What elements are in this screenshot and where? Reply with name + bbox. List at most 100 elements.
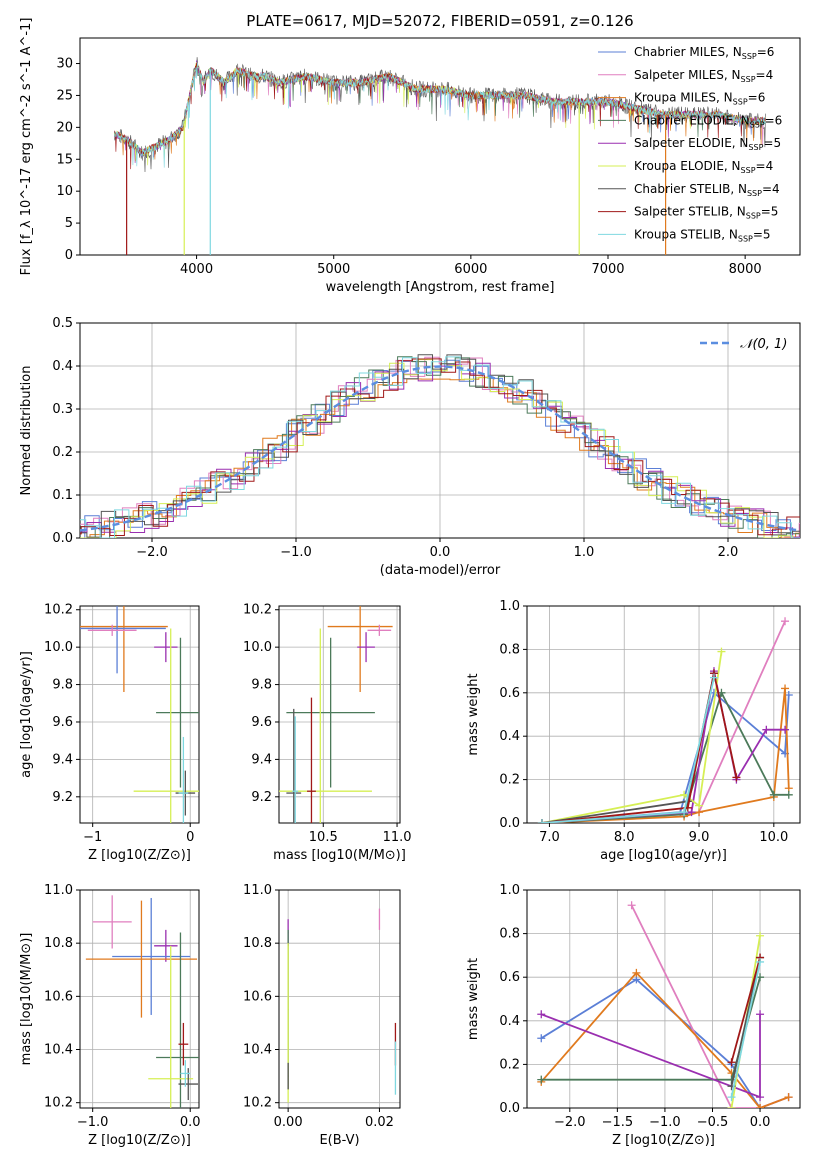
y-tick-label: 0.6: [499, 686, 520, 701]
histogram-series: [80, 354, 800, 538]
legend-entry: Salpeter MILES, NSSP=4: [634, 68, 773, 84]
weight-marker: [784, 1093, 793, 1102]
x-tick-label: −1.0: [77, 1115, 109, 1130]
y-tick-label: 0.0: [499, 816, 520, 831]
y-tick-label: 10.0: [243, 640, 272, 655]
y-axis-label: age [log10(age/yr)]: [19, 651, 34, 778]
mass_weight_vs_Z-axes: −2.0 −1.5 −1.0 −0.5 0.0 0.0 0.2 0.4 0.6 0.8 1.0 Z […: [466, 883, 801, 1148]
weight-marker: [695, 801, 704, 810]
weight-marker: [632, 968, 641, 977]
y-tick-label: 10.4: [243, 1043, 272, 1058]
plot-frame: [79, 889, 200, 1109]
weight-line: [541, 691, 790, 823]
legend-entry: Chabrier ELODIE, NSSP=6: [634, 113, 782, 129]
age_vs_mass-axes: 10.5 11.0 9.2 9.4 9.6 9.8 10.0 10.2 mass [log10(…: [243, 603, 411, 863]
x-tick-label: −1.0: [280, 545, 312, 560]
weight-marker: [756, 957, 765, 966]
weight-marker: [680, 808, 689, 817]
weight-line: [730, 961, 761, 1098]
y-tick-label: 0.4: [52, 359, 73, 374]
weight-marker: [727, 1058, 736, 1067]
residuals-axes: −2.0 −1.0 0.0 1.0 2.0 0.0 0.1 0.2 0.3 0.4 0.5 (data…: [19, 316, 801, 578]
mass_vs_Z-axes: −1.0 0.0 10.2 10.4 10.6 10.8 11.0 Z [log10(Z/Z⊙…: [19, 883, 201, 1148]
weight-marker: [687, 808, 696, 817]
y-axis-label: Normed distribution: [19, 366, 34, 496]
x-tick-label: 0.0: [180, 1115, 201, 1130]
weight-marker: [781, 725, 790, 734]
mass_vs_ebv-axes: 0.00 0.02 10.2 10.4 10.6 10.8 11.0 E(B-V): [243, 883, 401, 1148]
y-tick-label: 0.0: [499, 1101, 520, 1116]
spectrum-series: [114, 63, 766, 168]
weight-line: [541, 651, 723, 823]
x-tick-label: 11.0: [383, 830, 412, 845]
weight-marker: [732, 773, 741, 782]
y-tick-label: 10.8: [44, 936, 73, 951]
x-tick-label: 9.0: [689, 830, 710, 845]
x-axis-label: Z [log10(Z/Z⊙)]: [612, 1133, 715, 1148]
mass_weight_vs_age-series: [537, 617, 793, 823]
y-tick-label: 10.2: [44, 603, 73, 618]
normal-curve: [80, 365, 800, 532]
weight-marker: [680, 790, 689, 799]
weight-marker: [784, 790, 793, 799]
x-axis-label: Z [log10(Z/Z⊙)]: [88, 1133, 191, 1148]
weight-marker: [709, 673, 718, 682]
x-tick-label: 4000: [180, 262, 213, 277]
plot-frame: [79, 37, 801, 256]
y-tick-label: 10.0: [44, 640, 73, 655]
y-tick-label: 15: [56, 152, 73, 167]
figure-title: PLATE=0617, MJD=52072, FIBERID=0591, z=0…: [246, 12, 634, 30]
y-tick-label: 5: [65, 216, 73, 231]
plot-frame: [278, 889, 401, 1109]
y-tick-label: 10.6: [243, 989, 272, 1004]
y-tick-label: 30: [56, 57, 73, 72]
weight-marker: [717, 647, 726, 656]
x-axis-label: wavelength [Angstrom, rest frame]: [326, 280, 555, 295]
y-tick-label: 10.2: [243, 603, 272, 618]
spectrum-lines: [114, 57, 766, 255]
weight-marker: [756, 1010, 765, 1019]
y-tick-label: 10.2: [243, 1096, 272, 1111]
weight-line: [730, 957, 761, 1087]
y-tick-label: 10.8: [243, 936, 272, 951]
y-tick-label: 0.2: [499, 773, 520, 788]
residual-legend: 𝒩(0, 1): [700, 337, 787, 352]
weight-marker: [727, 1104, 736, 1108]
mass_vs_ebv-points: [287, 908, 397, 1103]
x-tick-label: 0.0: [750, 1115, 771, 1130]
y-tick-label: 9.6: [52, 715, 73, 730]
x-tick-label: 0.00: [274, 1115, 303, 1130]
y-tick-label: 0.8: [499, 927, 520, 942]
residual-histograms: [80, 354, 800, 538]
y-axis-label: mass [log10(M/M⊙)]: [19, 933, 34, 1066]
weight-marker: [756, 1093, 765, 1102]
y-tick-label: 0.1: [52, 488, 73, 503]
x-tick-label: 7.0: [539, 830, 560, 845]
y-tick-label: 11.0: [243, 883, 272, 898]
plot-frame: [79, 322, 801, 539]
y-tick-label: 10.6: [44, 989, 73, 1004]
x-tick-label: 10.5: [309, 830, 338, 845]
weight-line: [541, 688, 790, 823]
x-axis-label: mass [log10(M/M⊙)]: [273, 848, 406, 863]
y-tick-label: 10.4: [44, 1043, 73, 1058]
weight-marker: [537, 819, 546, 823]
y-axis-label: mass weight: [466, 958, 481, 1040]
weight-marker: [756, 1104, 765, 1108]
y-tick-label: 9.8: [251, 678, 272, 693]
plot-frame: [526, 605, 801, 824]
x-tick-label: 1.0: [574, 545, 595, 560]
y-tick-label: 0.3: [52, 402, 73, 417]
weight-marker: [537, 1010, 546, 1019]
y-axis-label: mass weight: [466, 673, 481, 755]
x-tick-label: 8.0: [614, 830, 635, 845]
y-tick-label: 9.4: [52, 752, 73, 767]
x-tick-label: 5000: [317, 262, 350, 277]
weight-marker: [762, 725, 771, 734]
legend-entry: Kroupa ELODIE, NSSP=4: [634, 159, 773, 175]
x-tick-label: 2.0: [718, 545, 739, 560]
y-tick-label: 9.8: [52, 678, 73, 693]
plot-frame: [278, 605, 401, 824]
histogram-series: [80, 356, 800, 538]
